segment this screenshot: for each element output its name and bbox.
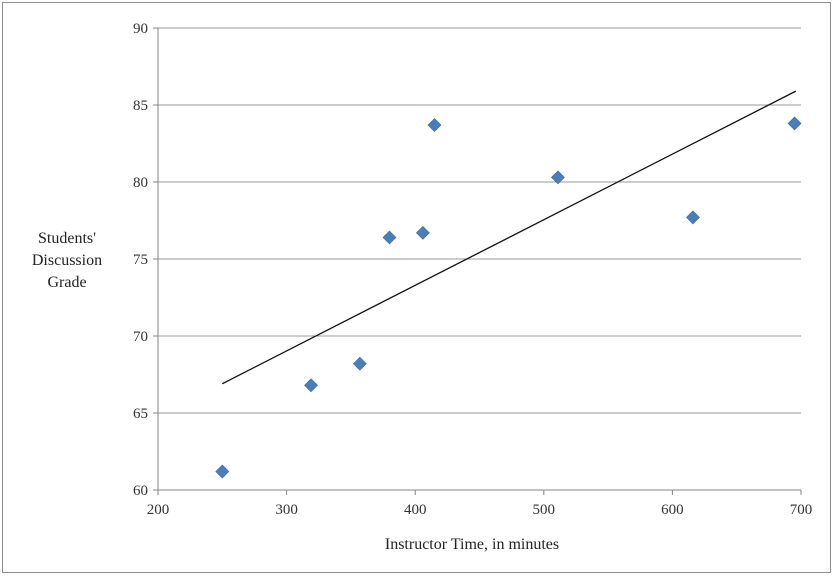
gridlines: [158, 27, 801, 414]
x-tick-label-700: 700: [790, 502, 813, 518]
trendline-group: [222, 90, 797, 385]
x-tick-label-200: 200: [147, 502, 170, 518]
x-tick-label-300: 300: [275, 502, 298, 518]
data-point-6: [427, 118, 442, 132]
y-tick-label-85: 85: [133, 98, 148, 114]
y-tick-label-70: 70: [133, 329, 148, 345]
trendline: [222, 90, 797, 385]
data-point-2: [304, 378, 318, 393]
y-axis-title-line-3: Grade: [47, 274, 86, 291]
y-tick-label-80: 80: [133, 175, 148, 191]
data-point-9: [787, 116, 802, 131]
data-point-7: [551, 170, 565, 185]
x-tick-label-400: 400: [404, 502, 427, 518]
data-point-1: [215, 464, 230, 479]
x-tick-label-600: 600: [661, 502, 684, 518]
y-tick-label-90: 90: [133, 21, 148, 37]
x-tick-label-500: 500: [533, 502, 556, 518]
data-point-5: [415, 225, 430, 240]
data-points: [215, 116, 802, 479]
data-point-8: [686, 210, 700, 225]
y-tick-label-60: 60: [133, 483, 148, 499]
y-tick-label-75: 75: [133, 252, 148, 268]
y-axis-title-line-2: Discussion: [32, 252, 102, 269]
y-axis-title-line-1: Students': [38, 230, 96, 247]
y-tick-labels: 60 65 70 75 80 85 90: [133, 21, 158, 499]
data-point-4: [382, 230, 397, 245]
x-tick-labels: 200 300 400 500 600 700: [147, 490, 813, 518]
x-axis-title: Instructor Time, in minutes: [385, 536, 559, 553]
data-point-3: [352, 356, 367, 371]
y-tick-label-65: 65: [133, 406, 148, 422]
